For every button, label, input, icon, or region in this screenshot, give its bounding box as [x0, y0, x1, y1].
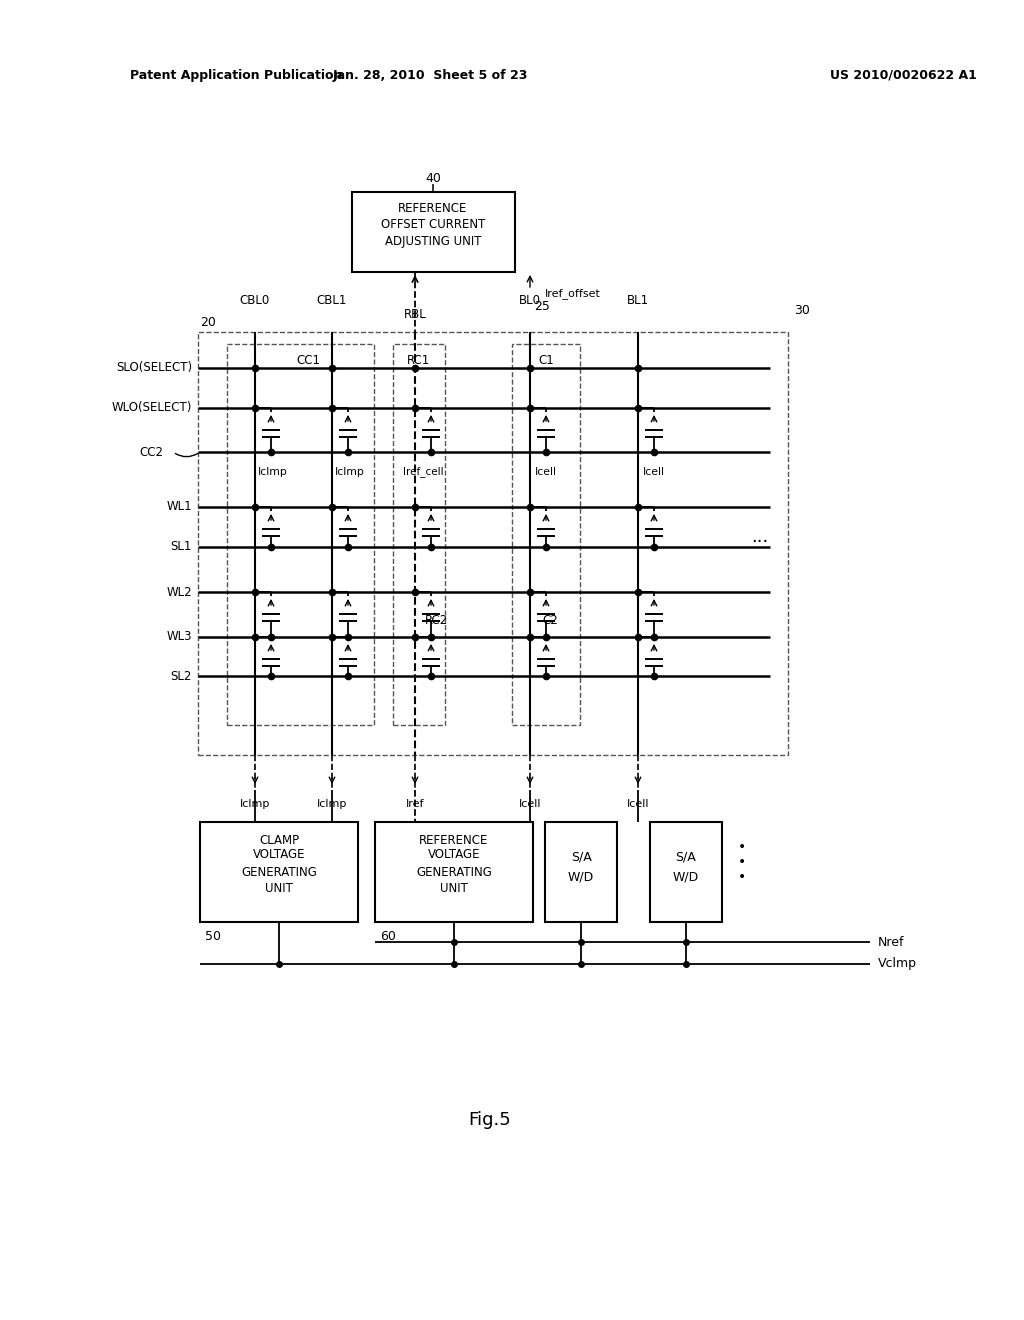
Text: US 2010/0020622 A1: US 2010/0020622 A1	[830, 69, 977, 82]
Text: Fig.5: Fig.5	[469, 1111, 511, 1129]
Text: 25: 25	[534, 301, 550, 314]
Text: S/A: S/A	[676, 850, 696, 863]
Text: CC2: CC2	[139, 446, 163, 458]
Text: GENERATING: GENERATING	[416, 866, 492, 879]
Text: ...: ...	[752, 528, 769, 546]
Text: UNIT: UNIT	[440, 882, 468, 895]
Text: WL1: WL1	[166, 500, 193, 513]
Text: C2: C2	[542, 614, 558, 627]
Text: 20: 20	[200, 315, 216, 329]
Text: •: •	[738, 840, 746, 854]
Text: W/D: W/D	[568, 870, 594, 883]
Text: GENERATING: GENERATING	[241, 866, 317, 879]
Text: W/D: W/D	[673, 870, 699, 883]
Text: 50: 50	[205, 929, 221, 942]
Text: Iclmp: Iclmp	[240, 799, 270, 809]
Text: Iref_offset: Iref_offset	[545, 289, 601, 300]
Text: Jan. 28, 2010  Sheet 5 of 23: Jan. 28, 2010 Sheet 5 of 23	[333, 69, 527, 82]
Text: Icell: Icell	[519, 799, 542, 809]
Text: WL3: WL3	[167, 631, 193, 644]
Text: Icell: Icell	[535, 467, 557, 477]
Text: WL2: WL2	[166, 586, 193, 598]
Text: Vclmp: Vclmp	[878, 957, 918, 970]
Bar	[227, 345, 374, 725]
Text: CLAMP: CLAMP	[259, 833, 299, 846]
Text: VOLTAGE: VOLTAGE	[428, 849, 480, 862]
Text: RBL: RBL	[403, 308, 426, 321]
Text: OFFSET CURRENT: OFFSET CURRENT	[381, 219, 485, 231]
Text: •: •	[738, 855, 746, 869]
Text: ADJUSTING UNIT: ADJUSTING UNIT	[385, 235, 481, 248]
Text: Iclmp: Iclmp	[258, 467, 288, 477]
Text: Iclmp: Iclmp	[335, 467, 365, 477]
Text: SLO(SELECT): SLO(SELECT)	[116, 362, 193, 375]
Text: SL1: SL1	[171, 540, 193, 553]
Text: BL0: BL0	[519, 293, 541, 306]
Bar	[200, 822, 358, 921]
Text: 60: 60	[380, 929, 396, 942]
Text: Iclmp: Iclmp	[316, 799, 347, 809]
Text: S/A: S/A	[570, 850, 592, 863]
Text: RC1: RC1	[408, 354, 431, 367]
Bar	[650, 822, 722, 921]
Text: 40: 40	[425, 173, 441, 186]
Text: CBL1: CBL1	[316, 293, 347, 306]
Text: UNIT: UNIT	[265, 882, 293, 895]
Text: CBL0: CBL0	[240, 293, 270, 306]
Bar	[393, 345, 445, 725]
Text: C1: C1	[539, 354, 554, 367]
Bar	[352, 191, 515, 272]
Text: VOLTAGE: VOLTAGE	[253, 849, 305, 862]
Bar	[198, 333, 788, 755]
Text: Icell: Icell	[627, 799, 649, 809]
Text: CC1: CC1	[296, 354, 319, 367]
Text: Iref: Iref	[406, 799, 424, 809]
Text: 30: 30	[794, 304, 810, 317]
Text: WLO(SELECT): WLO(SELECT)	[112, 401, 193, 414]
Text: Icell: Icell	[643, 467, 665, 477]
Bar	[375, 822, 534, 921]
Text: •: •	[738, 870, 746, 884]
Text: REFERENCE: REFERENCE	[398, 202, 468, 215]
Text: REFERENCE: REFERENCE	[419, 833, 488, 846]
Text: RC2: RC2	[425, 614, 449, 627]
Text: Iref_cell: Iref_cell	[402, 466, 443, 478]
Text: Patent Application Publication: Patent Application Publication	[130, 69, 342, 82]
Bar	[545, 822, 617, 921]
Text: BL1: BL1	[627, 293, 649, 306]
Text: Nref: Nref	[878, 936, 904, 949]
Text: SL2: SL2	[171, 669, 193, 682]
Bar	[512, 345, 580, 725]
